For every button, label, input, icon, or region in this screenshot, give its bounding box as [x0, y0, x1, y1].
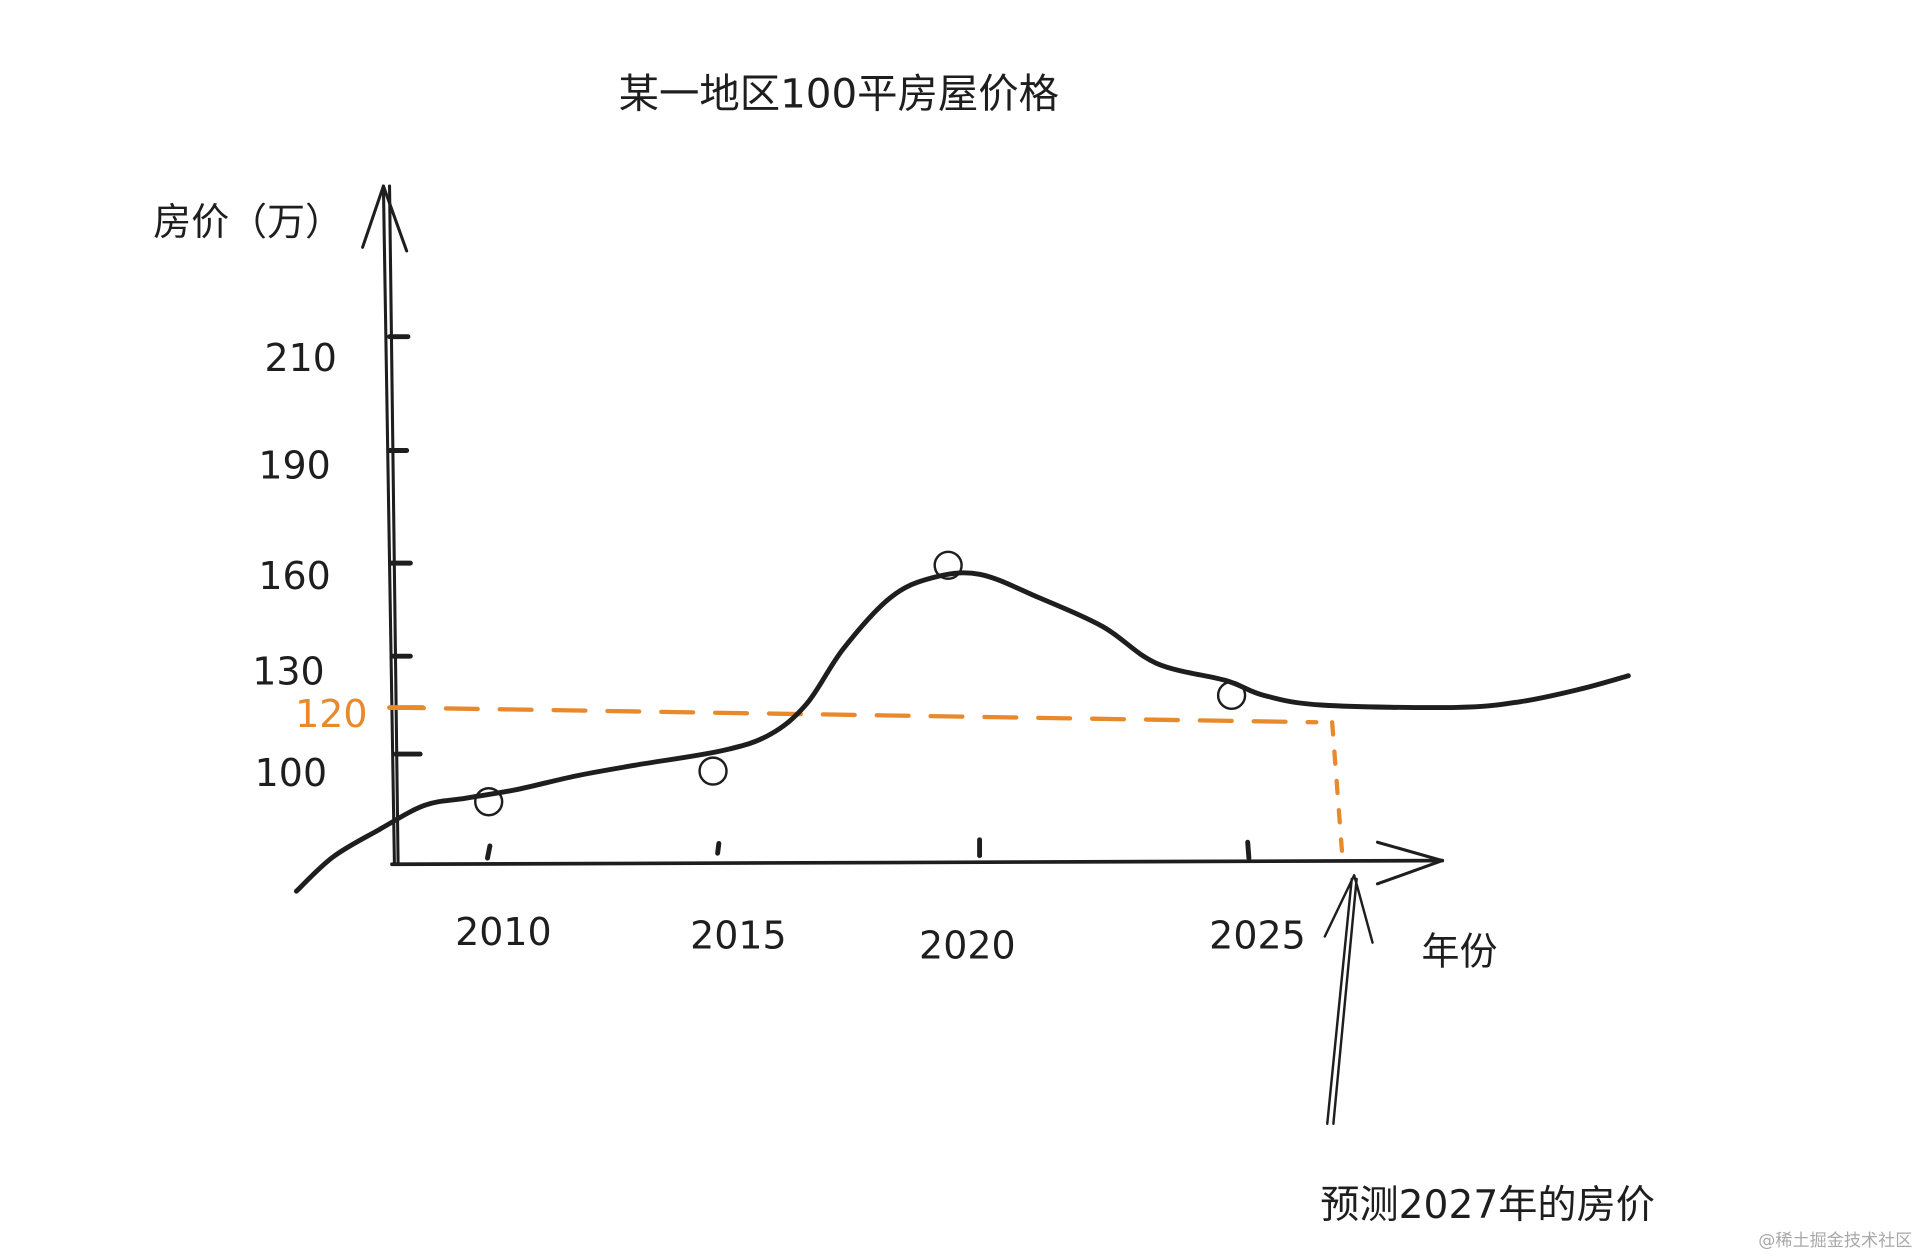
x-tick-2025 [1245, 839, 1252, 861]
x-axis [390, 858, 1445, 867]
x-tick-2010 [485, 843, 493, 861]
price-series-line [293, 570, 1631, 894]
chart-title: 某一地区100平房屋价格 [619, 71, 1059, 118]
data-point [1216, 680, 1247, 711]
prediction-guide-horizontal [389, 705, 1319, 725]
series-group [293, 550, 1631, 894]
x-tick-label: 2020 [919, 924, 1016, 968]
y-axis [381, 184, 400, 866]
prediction-guide-vertical [1330, 720, 1345, 853]
annotation-text: 预测2027年的房价 [1320, 1183, 1655, 1228]
x-tick-labels: 2010 2015 2020 2025 [455, 910, 1306, 967]
y-axis-label: 房价（万） [153, 200, 343, 244]
annotation-arrow [1323, 874, 1374, 1126]
y-tick-label: 210 [264, 336, 336, 380]
x-tick-2015 [715, 841, 722, 856]
data-point [698, 756, 728, 786]
x-tick-label: 2015 [690, 914, 787, 958]
y-axis-arrowhead [361, 184, 409, 253]
y-tick-label: 190 [258, 444, 330, 488]
x-axis-label: 年份 [1422, 930, 1498, 974]
x-ticks [485, 837, 1252, 861]
x-axis-arrowhead [1375, 840, 1444, 886]
y-tick-label: 130 [252, 649, 324, 693]
y-tick-labels: 210 190 160 130 100 120 [252, 336, 367, 795]
y-tick-label-120: 120 [295, 692, 367, 736]
y-tick-label: 100 [255, 751, 327, 795]
y-tick-label: 160 [258, 554, 330, 598]
y-ticks [387, 334, 423, 757]
x-tick-label: 2010 [455, 910, 552, 954]
x-tick-label: 2025 [1209, 914, 1306, 958]
data-point [933, 550, 963, 580]
data-point [474, 787, 504, 817]
watermark: @稀土掘金技术社区 [1758, 1231, 1912, 1251]
